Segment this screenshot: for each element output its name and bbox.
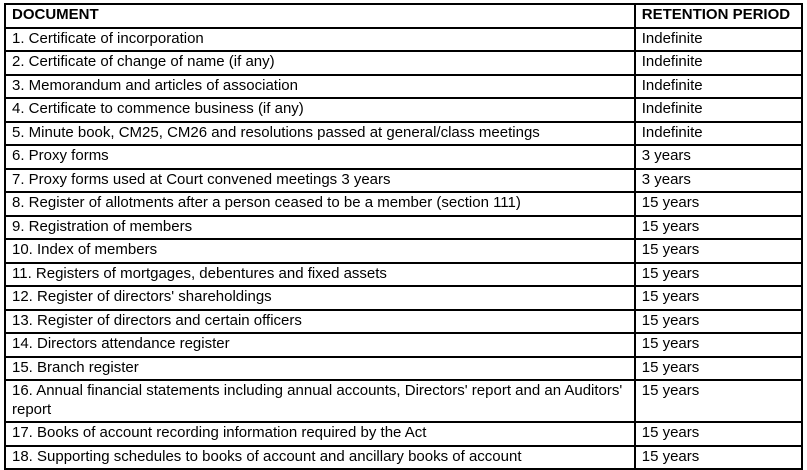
document-page: DOCUMENT RETENTION PERIOD 1. Certificate… [4, 3, 804, 470]
document-cell: 16. Annual financial statements includin… [4, 379, 636, 423]
retention-cell: 15 years [633, 332, 804, 358]
document-cell: 17. Books of account recording informati… [4, 421, 636, 447]
table-row: 11. Registers of mortgages, debentures a… [4, 261, 804, 287]
table-row: 4. Certificate to commence business (if … [4, 97, 804, 123]
document-cell: 4. Certificate to commence business (if … [4, 97, 636, 123]
table-row: 1. Certificate of incorporation Indefini… [4, 26, 804, 52]
retention-cell: 15 years [633, 214, 804, 240]
document-cell: 12. Register of directors' shareholdings [4, 285, 636, 311]
document-cell: 6. Proxy forms [4, 144, 636, 170]
table-row: 3. Memorandum and articles of associatio… [4, 73, 804, 99]
table-row: 13. Register of directors and certain of… [4, 308, 804, 334]
document-cell: 14. Directors attendance register [4, 332, 636, 358]
retention-cell: 15 years [633, 379, 804, 423]
table-row: 10. Index of members 15 years [4, 238, 804, 264]
retention-cell: 15 years [633, 285, 804, 311]
retention-cell: 15 years [633, 421, 804, 447]
retention-cell: Indefinite [633, 26, 804, 52]
document-cell: 9. Registration of members [4, 214, 636, 240]
retention-cell: 15 years [633, 261, 804, 287]
table-row: 15. Branch register 15 years [4, 355, 804, 381]
document-cell: 13. Register of directors and certain of… [4, 308, 636, 334]
document-cell: 5. Minute book, CM25, CM26 and resolutio… [4, 120, 636, 146]
document-cell: 7. Proxy forms used at Court convened me… [4, 167, 636, 193]
table-row: 2. Certificate of change of name (if any… [4, 50, 804, 76]
document-cell: 8. Register of allotments after a person… [4, 191, 636, 217]
document-column-header: DOCUMENT [4, 3, 636, 29]
retention-cell: Indefinite [633, 97, 804, 123]
retention-schedule-table: DOCUMENT RETENTION PERIOD 1. Certificate… [4, 3, 804, 470]
table-row: 14. Directors attendance register 15 yea… [4, 332, 804, 358]
table-row: 8. Register of allotments after a person… [4, 191, 804, 217]
retention-cell: Indefinite [633, 73, 804, 99]
table-row: 18. Supporting schedules to books of acc… [4, 444, 804, 470]
retention-cell: Indefinite [633, 50, 804, 76]
retention-cell: 15 years [633, 191, 804, 217]
table-row: 17. Books of account recording informati… [4, 421, 804, 447]
document-cell: 3. Memorandum and articles of associatio… [4, 73, 636, 99]
table-row: 5. Minute book, CM25, CM26 and resolutio… [4, 120, 804, 146]
retention-cell: 3 years [633, 167, 804, 193]
document-cell: 1. Certificate of incorporation [4, 26, 636, 52]
retention-cell: 15 years [633, 238, 804, 264]
retention-cell: 15 years [633, 308, 804, 334]
retention-cell: Indefinite [633, 120, 804, 146]
table-row: 9. Registration of members 15 years [4, 214, 804, 240]
retention-cell: 15 years [633, 444, 804, 470]
document-cell: 10. Index of members [4, 238, 636, 264]
table-row: 7. Proxy forms used at Court convened me… [4, 167, 804, 193]
retention-cell: 3 years [633, 144, 804, 170]
table-row: 6. Proxy forms 3 years [4, 144, 804, 170]
table-header-row: DOCUMENT RETENTION PERIOD [4, 3, 804, 29]
table-row: 16. Annual financial statements includin… [4, 379, 804, 423]
retention-period-column-header: RETENTION PERIOD [633, 3, 804, 29]
document-cell: 15. Branch register [4, 355, 636, 381]
document-cell: 18. Supporting schedules to books of acc… [4, 444, 636, 470]
document-cell: 2. Certificate of change of name (if any… [4, 50, 636, 76]
document-cell: 11. Registers of mortgages, debentures a… [4, 261, 636, 287]
retention-cell: 15 years [633, 355, 804, 381]
table-row: 12. Register of directors' shareholdings… [4, 285, 804, 311]
